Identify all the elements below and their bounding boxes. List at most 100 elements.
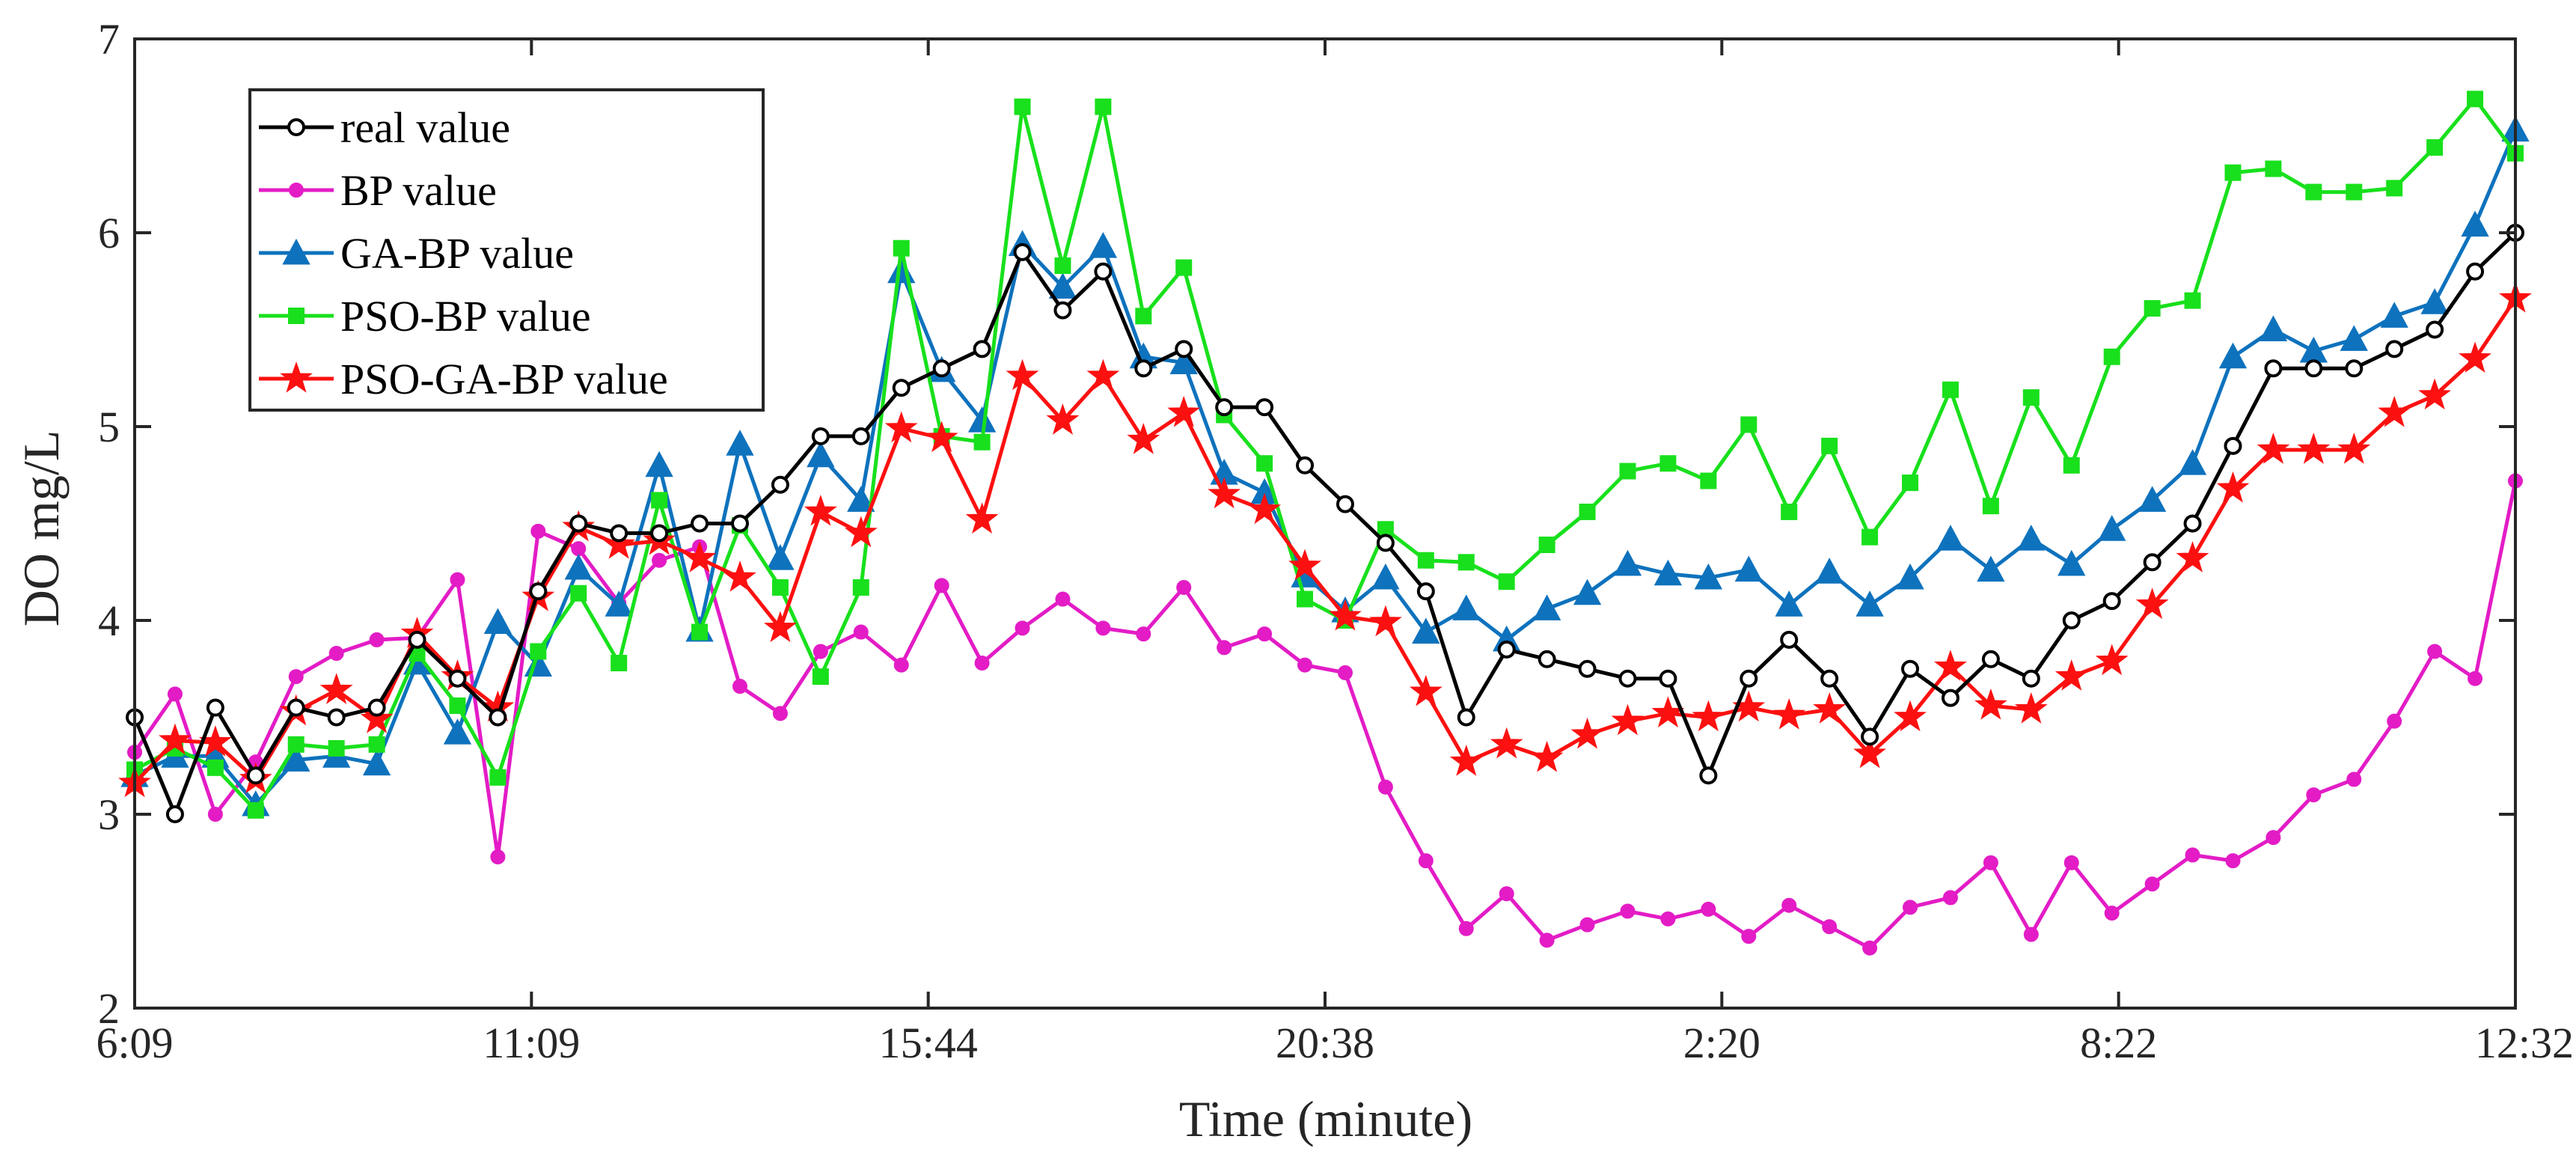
- data-point: [1822, 919, 1838, 935]
- data-point: [1288, 549, 1321, 581]
- data-point: [489, 708, 507, 727]
- x-tick-label: 15:44: [879, 1019, 978, 1067]
- data-point: [2426, 139, 2444, 156]
- data-point: [2135, 587, 2169, 619]
- data-point: [1618, 669, 1637, 688]
- data-point: [1452, 594, 1481, 620]
- data-point: [1780, 630, 1799, 649]
- data-point: [1417, 552, 1434, 569]
- data-point: [2387, 713, 2402, 729]
- y-tick-label: 4: [98, 596, 120, 645]
- data-point: [1208, 477, 1241, 509]
- data-point: [1941, 689, 1959, 707]
- data-point: [1255, 398, 1274, 417]
- data-point: [1006, 358, 1039, 391]
- x-tick-label: 12:32: [2475, 1019, 2574, 1067]
- legend-label: GA-BP value: [340, 229, 574, 278]
- data-point: [1983, 855, 1998, 870]
- data-point: [844, 516, 878, 548]
- legend-marker: [288, 308, 305, 324]
- data-point: [2467, 91, 2484, 108]
- legend-label: real value: [340, 103, 510, 152]
- data-point: [852, 579, 869, 596]
- legend-item: BP value: [259, 166, 497, 215]
- y-tick-label: 5: [98, 403, 120, 451]
- data-point: [934, 578, 949, 593]
- x-tick-label: 11:09: [483, 1019, 580, 1067]
- data-point: [1497, 640, 1516, 659]
- data-point: [2420, 288, 2449, 314]
- data-point: [766, 544, 795, 570]
- data-point: [1579, 917, 1595, 933]
- data-point: [1175, 259, 1193, 276]
- data-point: [1982, 498, 1999, 515]
- series-real-value: [126, 224, 2524, 823]
- data-point: [362, 749, 391, 776]
- data-point: [1538, 650, 1556, 668]
- data-point: [570, 584, 587, 602]
- legend-box: [248, 88, 765, 412]
- data-point: [611, 654, 628, 671]
- data-point: [369, 632, 385, 647]
- data-point: [1014, 98, 1031, 115]
- data-point: [772, 706, 788, 721]
- data-point: [2345, 359, 2364, 378]
- data-point: [1169, 348, 1198, 374]
- data-point: [1095, 98, 1112, 115]
- data-point: [1653, 559, 1683, 586]
- data-point: [1248, 492, 1282, 525]
- data-point: [2098, 515, 2126, 541]
- data-point: [925, 421, 958, 453]
- data-point: [1981, 650, 2000, 668]
- data-point: [1498, 573, 1515, 590]
- data-point: [1048, 272, 1077, 299]
- data-point: [1086, 358, 1120, 391]
- data-point: [1134, 359, 1153, 378]
- data-point: [1694, 563, 1723, 590]
- data-point: [2304, 359, 2323, 378]
- data-point: [1371, 563, 1400, 590]
- data-point: [1813, 692, 1847, 724]
- data-point: [1217, 640, 1232, 656]
- data-point: [1377, 779, 1393, 795]
- legend-marker: [287, 118, 305, 136]
- data-point: [807, 441, 835, 468]
- data-point: [652, 552, 667, 568]
- data-point: [2138, 486, 2167, 512]
- data-point: [530, 643, 547, 660]
- data-point: [732, 679, 747, 695]
- data-point: [1853, 736, 1886, 769]
- data-point: [206, 698, 224, 717]
- legend-marker: [280, 361, 313, 393]
- data-point: [691, 514, 709, 533]
- data-point: [1329, 599, 1362, 631]
- x-tick-label: 8:22: [2080, 1019, 2157, 1067]
- data-point: [1619, 463, 1636, 480]
- data-point: [892, 379, 911, 397]
- data-point: [448, 669, 467, 688]
- data-point: [165, 805, 184, 823]
- data-point: [1855, 590, 1884, 617]
- data-point: [2022, 389, 2040, 406]
- data-point: [1369, 605, 1402, 637]
- data-point: [1896, 563, 1924, 590]
- data-point: [650, 524, 669, 543]
- data-point: [287, 736, 305, 753]
- data-point: [1692, 700, 1725, 732]
- data-point: [1499, 886, 1514, 902]
- data-point: [1257, 626, 1273, 642]
- data-point: [2418, 378, 2452, 410]
- data-point: [2346, 772, 2362, 787]
- data-point: [1167, 395, 1201, 427]
- data-point: [2468, 671, 2483, 686]
- data-point: [1297, 590, 1314, 608]
- data-point: [408, 630, 426, 649]
- data-point: [1094, 262, 1113, 281]
- data-point: [1215, 398, 1234, 417]
- data-point: [2063, 855, 2079, 870]
- data-point: [683, 541, 716, 573]
- data-point: [893, 657, 909, 673]
- data-point: [246, 766, 265, 785]
- data-point: [1412, 617, 1440, 644]
